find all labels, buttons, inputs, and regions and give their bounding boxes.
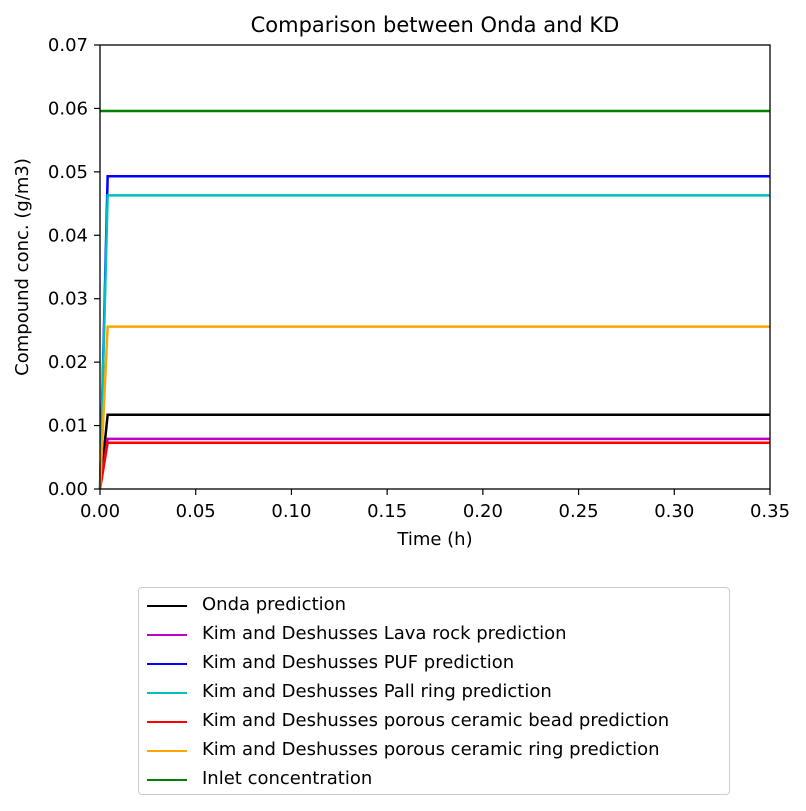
x-tick-label: 0.00 [80,501,120,522]
legend-item: Kim and Deshusses Pall ring prediction [139,678,729,707]
plot-series [98,109,770,490]
legend-label: Kim and Deshusses Lava rock prediction [202,623,567,644]
legend-swatch [147,605,187,607]
legend-item: Inlet concentration [139,765,729,794]
series-line-1 [98,437,770,490]
x-tick-label: 0.30 [654,501,694,522]
x-tick-label: 0.35 [750,501,790,522]
legend-label: Kim and Deshusses porous ceramic bead pr… [202,710,670,731]
x-axis-label: Time (h) [396,529,472,550]
series-line-4 [98,441,770,490]
y-tick-label: 0.06 [48,98,88,119]
legend: Onda prediction Kim and Deshusses Lava ro… [138,587,730,795]
legend-swatch [147,750,187,752]
series-line-0 [98,413,770,490]
x-tick-label: 0.20 [463,501,503,522]
legend-label: Onda prediction [202,594,347,615]
y-tick-label: 0.02 [48,352,88,373]
series-line-3 [98,194,770,490]
legend-swatch [147,692,187,694]
series-line-5 [98,325,770,490]
x-tick-label: 0.05 [176,501,216,522]
y-axis: 0.00 0.01 0.02 0.03 0.04 0.05 0.06 0.07 [48,35,100,500]
x-tick-label: 0.15 [367,501,407,522]
chart-title: Comparison between Onda and KD [251,13,620,37]
legend-swatch [147,634,187,636]
legend-label: Kim and Deshusses PUF prediction [202,652,515,673]
legend-item: Kim and Deshusses porous ceramic bead pr… [139,707,729,736]
legend-swatch [147,663,187,665]
legend-item: Kim and Deshusses PUF prediction [139,649,729,678]
legend-item: Onda prediction [139,591,729,620]
y-tick-label: 0.01 [48,416,88,437]
legend-swatch [147,779,187,781]
y-axis-label: Compound conc. (g/m3) [12,158,33,376]
x-axis: 0.00 0.05 0.10 0.15 0.20 0.25 0.30 0.35 [80,489,790,522]
legend-item: Kim and Deshusses Lava rock prediction [139,620,729,649]
plot-frame [99,44,771,490]
legend-label: Kim and Deshusses Pall ring prediction [202,681,552,702]
x-tick-label: 0.25 [559,501,599,522]
y-tick-label: 0.00 [48,479,88,500]
legend-item: Kim and Deshusses porous ceramic ring pr… [139,736,729,765]
y-tick-label: 0.04 [48,225,88,246]
legend-swatch [147,721,187,723]
legend-label: Kim and Deshusses porous ceramic ring pr… [202,739,660,760]
legend-label: Inlet concentration [202,768,373,789]
y-tick-label: 0.03 [48,289,88,310]
x-tick-label: 0.10 [271,501,311,522]
y-tick-label: 0.05 [48,162,88,183]
y-tick-label: 0.07 [48,35,88,56]
